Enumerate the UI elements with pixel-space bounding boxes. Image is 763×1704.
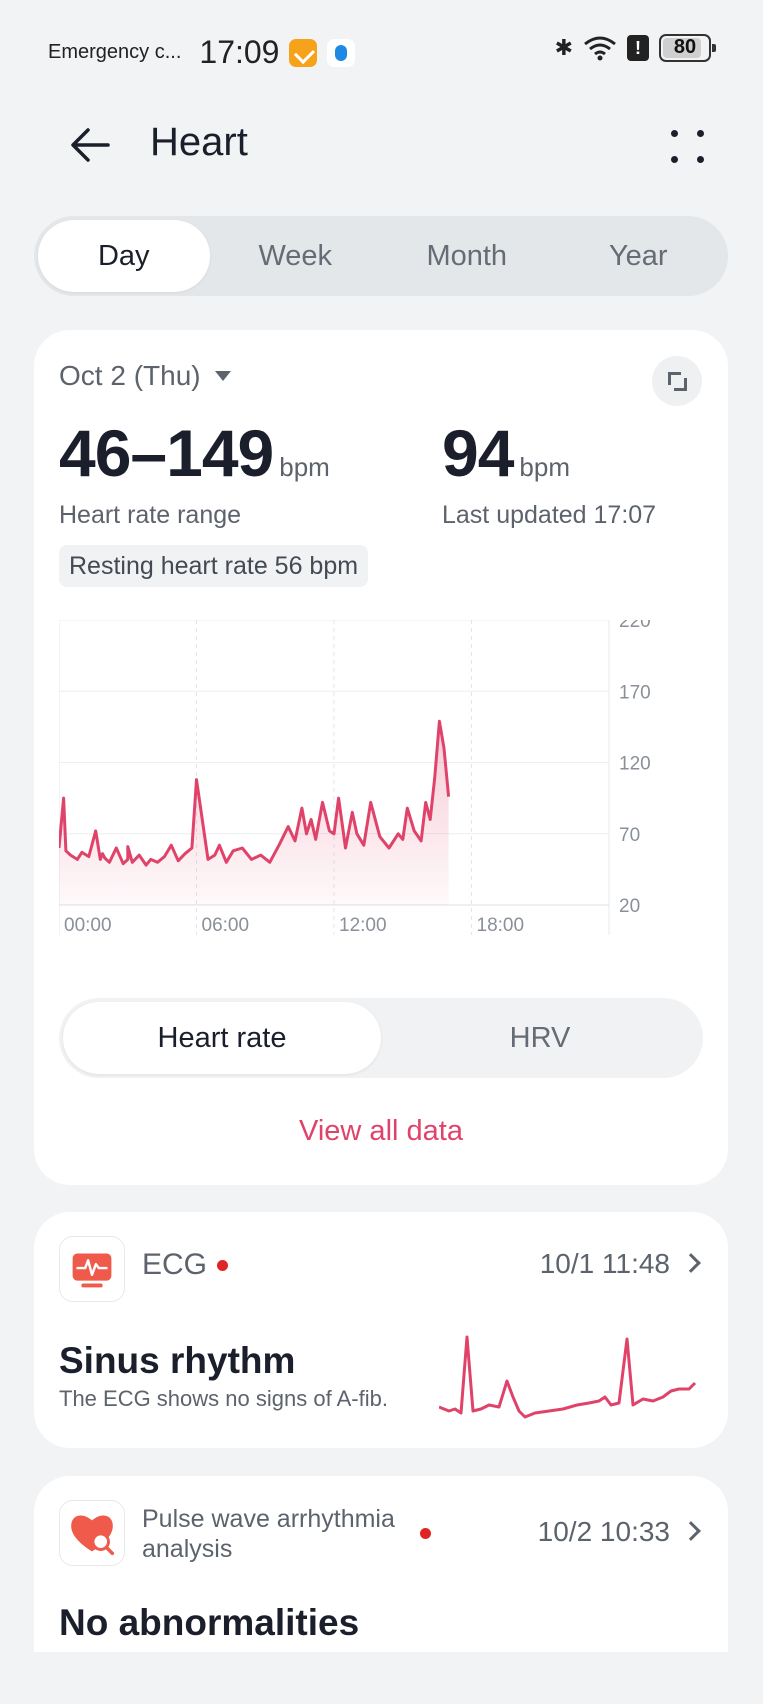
latest-unit: bpm	[519, 452, 570, 482]
ecg-waveform	[439, 1335, 697, 1419]
x-tick-label: 00:00	[64, 915, 112, 936]
view-all-data-link[interactable]: View all data	[299, 1115, 463, 1147]
y-tick-label: 20	[619, 896, 640, 917]
x-tick-label: 18:00	[477, 915, 525, 936]
ecg-result: Sinus rhythm	[59, 1340, 296, 1381]
latest-label: Last updated 17:07	[442, 501, 657, 529]
wifi-icon	[584, 36, 616, 61]
heart-rate-range: 46–149 bpm Heart rate range	[59, 415, 330, 530]
y-tick-label: 220	[619, 620, 651, 632]
resting-heart-rate-chip: Resting heart rate 56 bpm	[59, 545, 369, 587]
carrier-label: Emergency c...	[48, 41, 182, 63]
x-tick-label: 12:00	[339, 915, 387, 936]
caret-down-icon	[214, 371, 231, 381]
ecg-icon	[59, 1236, 125, 1302]
x-tick-label: 06:00	[202, 915, 250, 936]
tab-year[interactable]: Year	[608, 239, 668, 272]
pulse-result: No abnormalities	[59, 1602, 360, 1643]
chevron-right-icon[interactable]	[681, 1521, 701, 1541]
chevron-right-icon[interactable]	[681, 1253, 701, 1273]
more-options-icon[interactable]	[665, 122, 715, 172]
bottom-fade	[0, 1652, 763, 1704]
ecg-description: The ECG shows no signs of A-fib.	[59, 1386, 388, 1411]
ecg-title: ECG	[142, 1248, 229, 1282]
y-tick-label: 70	[619, 825, 640, 846]
toggle-heart-rate[interactable]: Heart rate	[63, 1002, 381, 1074]
pulse-title: Pulse wave arrhythmia analysis	[142, 1505, 395, 1563]
pulse-timestamp: 10/2 10:33	[537, 1516, 670, 1547]
latest-value: 94	[442, 416, 514, 490]
tab-week[interactable]: Week	[258, 239, 333, 272]
clock: 17:09	[199, 34, 280, 70]
heart-rate-area	[59, 721, 449, 905]
fullscreen-icon[interactable]	[652, 356, 702, 406]
toggle-hrv[interactable]: HRV	[509, 1021, 571, 1054]
app-header: Heart	[0, 100, 763, 190]
date-selector[interactable]: Oct 2 (Thu)	[59, 360, 231, 392]
latest-heart-rate: 94 bpm Last updated 17:07	[442, 415, 656, 530]
y-tick-label: 170	[619, 682, 651, 703]
status-bar: Emergency c... 17:09 ✱ ! 80	[0, 0, 763, 100]
unread-dot	[420, 1528, 431, 1539]
tab-month[interactable]: Month	[426, 239, 508, 272]
battery-level: 80	[673, 36, 697, 58]
back-arrow-icon[interactable]	[66, 120, 116, 170]
unread-dot	[217, 1259, 229, 1271]
heart-rate-line	[59, 719, 451, 867]
bluetooth-icon: ✱	[554, 35, 573, 60]
ecg-title-text: ECG	[142, 1248, 208, 1281]
alert-icon: !	[627, 35, 649, 61]
ecg-card[interactable]: ECG 10/1 11:48 Sinus rhythm The ECG show…	[34, 1212, 728, 1448]
notification-app-icon	[289, 38, 318, 67]
metric-toggle: Heart rate HRV	[59, 998, 703, 1078]
battery-icon: 80	[659, 34, 716, 62]
heart-rate-chart[interactable]: 220 170 120 70 20 00:00 06:00 12:00 18:00	[59, 620, 709, 965]
notification-app-icon-2	[327, 38, 356, 67]
tab-day[interactable]: Day	[38, 220, 210, 292]
period-tabs: Day Week Month Year	[34, 216, 728, 296]
range-label: Heart rate range	[59, 501, 242, 529]
heart-search-icon	[59, 1500, 125, 1566]
page-title: Heart	[150, 120, 248, 164]
y-tick-label: 120	[619, 754, 651, 775]
ecg-timestamp: 10/1 11:48	[539, 1248, 670, 1279]
range-value: 46–149	[59, 416, 274, 490]
date-label: Oct 2 (Thu)	[59, 360, 201, 391]
heart-rate-card: Oct 2 (Thu) 46–149 bpm Heart rate range 9…	[34, 330, 728, 1185]
range-unit: bpm	[279, 452, 330, 482]
